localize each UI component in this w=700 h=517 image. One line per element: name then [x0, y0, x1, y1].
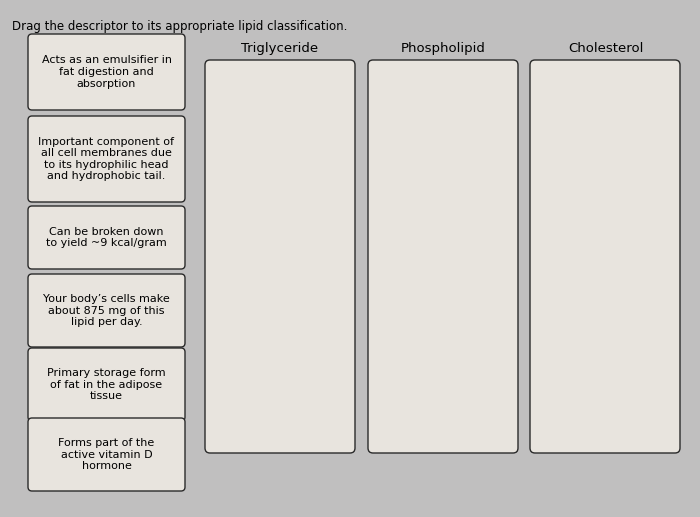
Text: Primary storage form
of fat in the adipose
tissue: Primary storage form of fat in the adipo…: [47, 368, 166, 401]
FancyBboxPatch shape: [28, 116, 185, 202]
FancyBboxPatch shape: [205, 60, 355, 453]
Text: Can be broken down
to yield ~9 kcal/gram: Can be broken down to yield ~9 kcal/gram: [46, 226, 167, 248]
Text: Phospholipid: Phospholipid: [400, 42, 485, 55]
FancyBboxPatch shape: [28, 34, 185, 110]
Text: Your body’s cells make
about 875 mg of this
lipid per day.: Your body’s cells make about 875 mg of t…: [43, 294, 170, 327]
Text: Drag the descriptor to its appropriate lipid classification.: Drag the descriptor to its appropriate l…: [12, 20, 347, 33]
FancyBboxPatch shape: [530, 60, 680, 453]
Text: Acts as an emulsifier in
fat digestion and
absorption: Acts as an emulsifier in fat digestion a…: [41, 55, 172, 88]
Text: Important component of
all cell membranes due
to its hydrophilic head
and hydrop: Important component of all cell membrane…: [38, 136, 174, 181]
FancyBboxPatch shape: [28, 348, 185, 421]
FancyBboxPatch shape: [28, 206, 185, 269]
FancyBboxPatch shape: [28, 418, 185, 491]
Text: Triglyceride: Triglyceride: [241, 42, 318, 55]
FancyBboxPatch shape: [368, 60, 518, 453]
Text: Cholesterol: Cholesterol: [568, 42, 644, 55]
Text: Forms part of the
active vitamin D
hormone: Forms part of the active vitamin D hormo…: [58, 438, 155, 471]
FancyBboxPatch shape: [28, 274, 185, 347]
